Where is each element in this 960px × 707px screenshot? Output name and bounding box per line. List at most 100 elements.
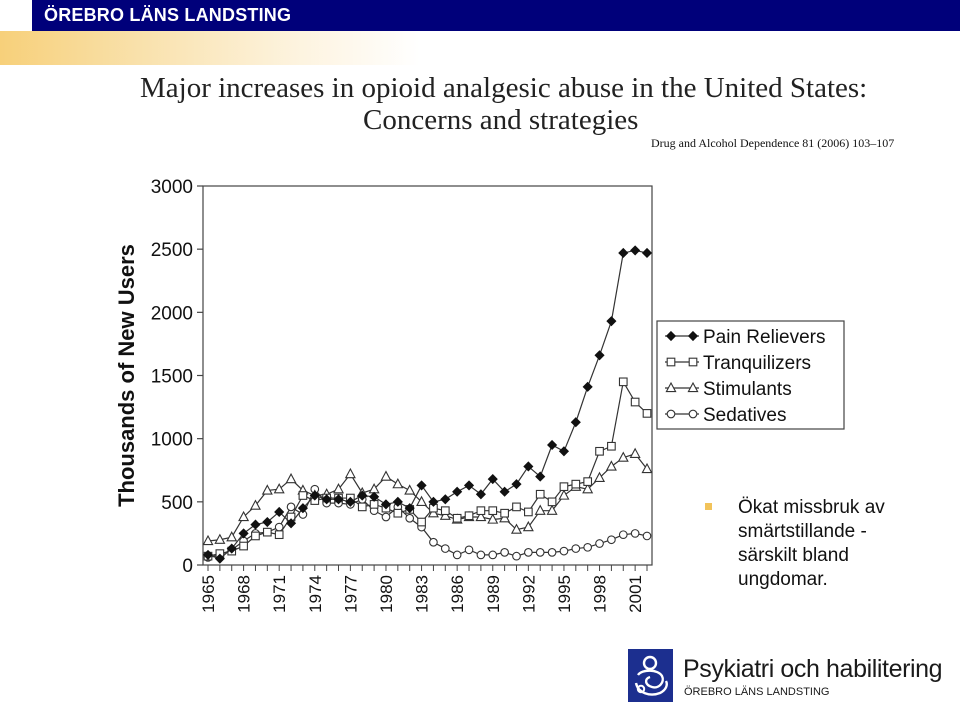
point-sedatives: [500, 548, 509, 557]
point-sedatives: [381, 512, 391, 522]
point-pain-relievers: [226, 543, 237, 554]
point-sedatives: [583, 542, 593, 552]
point-tranquilizers: [618, 377, 628, 387]
point-tranquilizers: [476, 506, 486, 516]
point-stimulants: [226, 531, 238, 542]
point-pain-relievers: [641, 247, 653, 259]
point-pain-relievers: [202, 549, 214, 560]
x-tick-label: 1971: [270, 575, 289, 613]
point-stimulants: [546, 504, 558, 515]
point-tranquilizers: [440, 506, 450, 516]
series-line-stimulants: [207, 453, 648, 542]
legend-marker-stimulants: [665, 381, 677, 393]
point-pain-relievers: [440, 494, 451, 505]
point-pain-relievers: [630, 245, 641, 256]
point-sedatives: [476, 550, 486, 560]
legend-label-stimulants: Stimulants: [703, 379, 792, 400]
point-pain-relievers: [582, 381, 593, 392]
point-pain-relievers: [214, 553, 225, 564]
point-stimulants: [238, 510, 250, 522]
point-pain-relievers: [547, 439, 558, 451]
point-tranquilizers: [524, 507, 533, 517]
point-pain-relievers: [262, 516, 273, 528]
point-stimulants: [380, 470, 392, 481]
point-stimulants: [214, 533, 226, 544]
x-tick-label: 1968: [235, 575, 254, 613]
point-tranquilizers: [239, 541, 248, 551]
point-tranquilizers: [547, 497, 557, 507]
y-axis-label: Thousands of New Users: [114, 244, 139, 507]
point-pain-relievers: [357, 490, 368, 501]
point-tranquilizers: [298, 491, 308, 500]
title-line-2: Concerns and strategies: [363, 104, 639, 136]
legend-box: [656, 320, 845, 430]
point-stimulants: [202, 534, 214, 546]
series-line-sedatives: [207, 488, 648, 559]
point-tranquilizers: [630, 397, 640, 407]
point-sedatives: [571, 544, 581, 553]
point-stimulants: [392, 477, 404, 489]
x-tick-label: 1977: [341, 575, 360, 613]
point-pain-relievers: [428, 496, 439, 507]
point-pain-relievers: [487, 474, 498, 485]
point-pain-relievers: [392, 496, 403, 507]
point-pain-relievers: [404, 503, 415, 514]
point-pain-relievers: [333, 494, 344, 505]
point-stimulants: [510, 523, 523, 534]
y-tick-label: 2000: [151, 303, 193, 324]
point-stimulants: [582, 483, 594, 494]
point-tranquilizers: [607, 441, 616, 451]
point-pain-relievers: [475, 489, 486, 500]
point-sedatives: [286, 502, 296, 512]
point-pain-relievers: [309, 490, 320, 501]
point-sedatives: [524, 548, 533, 557]
legend-marker-pain-relievers: [687, 330, 699, 342]
legend-marker-tranquilizers: [688, 357, 698, 367]
x-tick-label: 1995: [555, 575, 574, 613]
point-stimulants: [261, 484, 273, 495]
point-tranquilizers: [464, 511, 474, 521]
y-tick-label: 1000: [151, 430, 193, 451]
point-sedatives: [630, 529, 640, 538]
point-stimulants: [475, 510, 487, 522]
point-stimulants: [522, 520, 534, 532]
point-stimulants: [499, 512, 511, 523]
point-pain-relievers: [369, 491, 380, 502]
point-tranquilizers: [488, 506, 498, 516]
y-tick-label: 0: [182, 556, 193, 577]
point-pain-relievers: [250, 519, 261, 530]
y-tick-label: 500: [161, 493, 193, 514]
point-sedatives: [642, 531, 652, 541]
point-pain-relievers: [345, 496, 356, 507]
header-accent: [0, 0, 32, 31]
x-tick-label: 1983: [413, 575, 432, 613]
point-sedatives: [440, 544, 450, 553]
point-stimulants: [487, 513, 499, 524]
point-sedatives: [618, 530, 628, 540]
point-stimulants: [285, 472, 297, 484]
point-stimulants: [617, 451, 629, 462]
point-stimulants: [594, 471, 606, 482]
point-stimulants: [558, 489, 570, 500]
x-tick-label: 1989: [484, 575, 503, 613]
point-tranquilizers: [535, 489, 545, 499]
point-stimulants: [416, 495, 428, 506]
point-stimulants: [249, 499, 261, 510]
point-tranquilizers: [357, 502, 367, 512]
point-stimulants: [534, 504, 546, 515]
point-pain-relievers: [558, 446, 570, 457]
legend-marker-pain-relievers: [665, 330, 677, 342]
slide-title: Major increases in opioid analgesic abus…: [140, 72, 870, 136]
point-sedatives: [405, 513, 415, 523]
logo-emblem-icon: [628, 649, 673, 702]
x-tick-label: 2001: [626, 575, 645, 613]
point-pain-relievers: [321, 494, 332, 505]
point-tranquilizers: [500, 508, 509, 518]
point-stimulants: [273, 483, 285, 494]
point-tranquilizers: [583, 477, 593, 486]
point-stimulants: [427, 507, 439, 518]
point-tranquilizers: [512, 502, 521, 512]
accent-band: [0, 31, 420, 65]
legend-label-sedatives: Sedatives: [703, 405, 786, 426]
